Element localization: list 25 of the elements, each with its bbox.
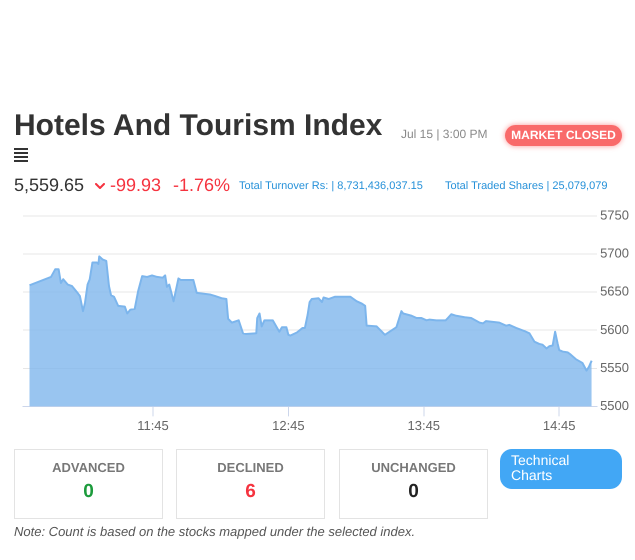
text: -99.93 [110, 175, 162, 195]
text: UNCHANGED [370, 460, 457, 475]
x-tick-label: 13:45 [408, 418, 440, 433]
text: Note: Count is based on the stocks mapped under the selected index. [14, 524, 416, 540]
chart-subtitle: Jul 15 | 3:00 PM [401, 127, 488, 141]
text: Technical Charts [511, 452, 570, 483]
x-tick-label: 11:45 [137, 418, 169, 433]
x-tick-label: 14:45 [542, 418, 576, 433]
x-tick-label: 12:45 [272, 418, 305, 433]
text: 6 [244, 481, 257, 503]
text: -1.76% [173, 175, 230, 195]
y-tick-label: 5500 [600, 398, 629, 413]
text: 0 [407, 481, 420, 503]
y-tick-label: 5650 [600, 284, 629, 299]
text: 5,559.65 [14, 175, 84, 195]
text: ADVANCED [51, 460, 126, 475]
chart-title: Hotels And Tourism Index [14, 109, 382, 143]
y-tick-label: 5600 [600, 322, 629, 337]
y-tick-label: 5750 [600, 208, 629, 223]
text: Total Turnover Rs: | 8,731,436,037.15 [239, 180, 423, 193]
y-tick-label: 5550 [600, 360, 629, 375]
text: Total Traded Shares | 25,079,079 [445, 180, 608, 193]
text: DECLINED [216, 460, 285, 475]
y-tick-label: 5700 [600, 246, 629, 261]
text: 0 [82, 481, 95, 503]
